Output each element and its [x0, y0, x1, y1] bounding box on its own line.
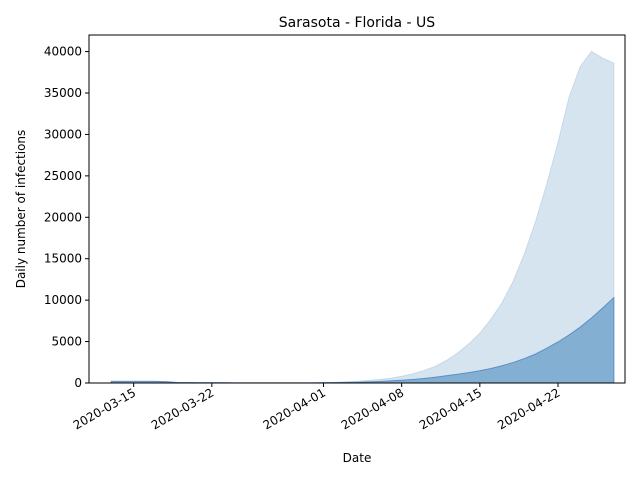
plot-areas [110, 50, 615, 384]
y-tick-label: 40000 [44, 45, 82, 59]
y-tick-label: 25000 [44, 169, 82, 183]
x-tick-label: 2020-04-15 [417, 385, 484, 432]
chart-title: Sarasota - Florida - US [279, 15, 435, 31]
upper-band-area [110, 50, 615, 384]
x-tick-label: 2020-04-22 [495, 385, 562, 432]
y-tick-label: 15000 [44, 252, 82, 266]
x-axis: 2020-03-15 2020-03-22 2020-04-01 2020-04-08… [71, 383, 563, 432]
x-axis-label: Date [343, 451, 372, 465]
y-tick-label: 10000 [44, 293, 82, 307]
y-tick-label: 30000 [44, 127, 82, 141]
y-tick-label: 0 [74, 376, 82, 390]
y-axis: 0 5000 10000 15000 20000 25000 30000 35000 40000 [44, 45, 89, 390]
y-tick-label: 35000 [44, 86, 82, 100]
y-tick-label: 20000 [44, 210, 82, 224]
y-axis-label: Daily number of infections [14, 130, 28, 289]
x-tick-label: 2020-04-08 [339, 385, 406, 432]
x-tick-label: 2020-04-01 [261, 385, 328, 432]
plot-frame [88, 34, 626, 384]
y-tick-label: 5000 [51, 335, 82, 349]
x-tick-label: 2020-03-15 [71, 385, 138, 432]
x-tick-label: 2020-03-22 [149, 385, 216, 432]
